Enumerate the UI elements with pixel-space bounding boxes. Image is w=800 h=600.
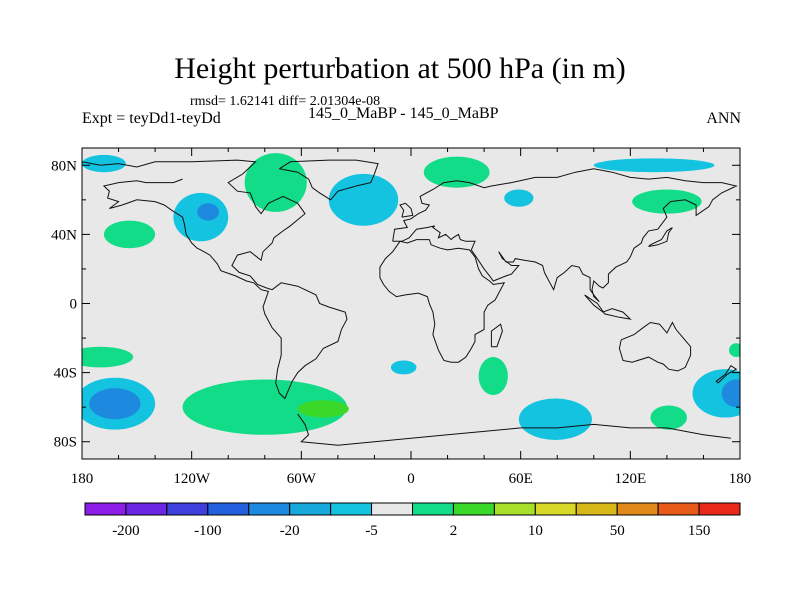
region-s-indian-cyan bbox=[518, 398, 592, 440]
coastline-uk bbox=[399, 202, 414, 218]
coastline-indonesia bbox=[584, 294, 632, 320]
axis-ticks: 180 120W 60W 0 60E 120E 180 80N 40N 0 40S 80S bbox=[51, 148, 751, 487]
colorbar-swatch bbox=[534, 502, 577, 516]
colorbar-swatch bbox=[125, 502, 168, 516]
colorbar-swatch bbox=[371, 502, 413, 516]
colorbar-swatch bbox=[616, 502, 659, 516]
x-tick-label: 0 bbox=[407, 471, 415, 487]
colorbar-swatch bbox=[657, 502, 700, 516]
colorbar-swatch bbox=[412, 502, 454, 516]
coastline-greenland bbox=[279, 159, 379, 201]
contour-fill-layer bbox=[82, 153, 740, 440]
colorbar-swatch bbox=[84, 502, 127, 516]
coastline-americas bbox=[82, 159, 348, 400]
region-s-pacific-green-central bbox=[182, 379, 348, 435]
colorbar-label: 150 bbox=[688, 523, 711, 539]
colorbar-swatch bbox=[575, 502, 618, 516]
colorbar-label: 10 bbox=[528, 523, 543, 539]
region-s-pacific-blue-west bbox=[89, 388, 141, 420]
region-nw-pacific-cyan bbox=[82, 154, 126, 173]
colorbar-swatch bbox=[698, 502, 741, 516]
region-ne-arctic-cyan bbox=[593, 158, 715, 173]
colorbar: -200 -100 -20 -5 2 10 50 150 bbox=[84, 502, 741, 539]
x-tick-label: 60E bbox=[509, 471, 533, 487]
region-n-pacific-green bbox=[103, 220, 156, 249]
region-east-asia-green bbox=[632, 189, 702, 214]
y-tick-label: 40N bbox=[51, 227, 77, 243]
colorbar-swatch bbox=[493, 502, 536, 516]
season-label: ANN bbox=[706, 110, 741, 127]
y-tick-label: 40S bbox=[54, 366, 77, 382]
chart-title: Height perturbation at 500 hPa (in m) bbox=[174, 52, 626, 85]
x-tick-label: 180 bbox=[71, 471, 94, 487]
coastline-layer bbox=[82, 159, 738, 446]
coastline-australia bbox=[618, 321, 692, 372]
colorbar-label: -20 bbox=[280, 523, 300, 539]
region-n-canada-green bbox=[244, 153, 307, 212]
colorbar-swatch bbox=[248, 502, 291, 516]
region-s-pacific-cyan-east bbox=[692, 369, 740, 418]
region-s-atlantic-cyan bbox=[390, 360, 417, 375]
rmsd-stats: rmsd= 1.62141 diff= 2.01304e-08 bbox=[190, 94, 381, 109]
coastline-japan bbox=[648, 227, 673, 247]
colorbar-swatch bbox=[207, 502, 250, 516]
colorbar-swatch bbox=[452, 502, 495, 516]
coastline-antarctica bbox=[297, 413, 731, 446]
colorbar-label: -200 bbox=[112, 523, 140, 539]
comparison-label: 145_0_MaBP - 145_0_MaBP bbox=[308, 105, 499, 122]
x-tick-label: 120E bbox=[614, 471, 646, 487]
x-tick-label: 60W bbox=[287, 471, 317, 487]
y-tick-label: 80S bbox=[54, 435, 77, 451]
region-s-indian-green bbox=[650, 405, 687, 430]
coastline-new-zealand bbox=[715, 365, 738, 384]
region-arctic-green bbox=[423, 156, 490, 188]
region-s-pacific-blue-east bbox=[721, 379, 740, 408]
colorbar-swatch bbox=[166, 502, 209, 516]
region-siberia-cyan bbox=[504, 189, 534, 207]
colorbar-label: 2 bbox=[450, 523, 458, 539]
colorbar-swatch bbox=[330, 502, 373, 516]
colorbar-swatch bbox=[289, 502, 332, 516]
region-n-pacific-blue bbox=[197, 203, 220, 221]
coastline-eurasia bbox=[392, 168, 738, 303]
x-tick-label: 120W bbox=[173, 471, 211, 487]
colorbar-label: -100 bbox=[194, 523, 222, 539]
y-tick-label: 80N bbox=[51, 158, 77, 174]
colorbar-label: -5 bbox=[365, 523, 378, 539]
region-e-edge-green bbox=[729, 343, 740, 358]
coastline-madagascar bbox=[490, 323, 503, 348]
region-s-pacific-green-west bbox=[82, 346, 134, 368]
experiment-label: Expt = teyDd1-teyDd bbox=[82, 110, 221, 127]
region-s-africa-green bbox=[478, 357, 508, 396]
region-s-pacific-lime bbox=[297, 400, 349, 418]
x-tick-label: 180 bbox=[729, 471, 752, 487]
region-n-atlantic-cyan bbox=[328, 173, 399, 226]
y-tick-label: 0 bbox=[70, 297, 78, 313]
colorbar-label: 50 bbox=[610, 523, 625, 539]
coastline-africa bbox=[379, 239, 506, 363]
